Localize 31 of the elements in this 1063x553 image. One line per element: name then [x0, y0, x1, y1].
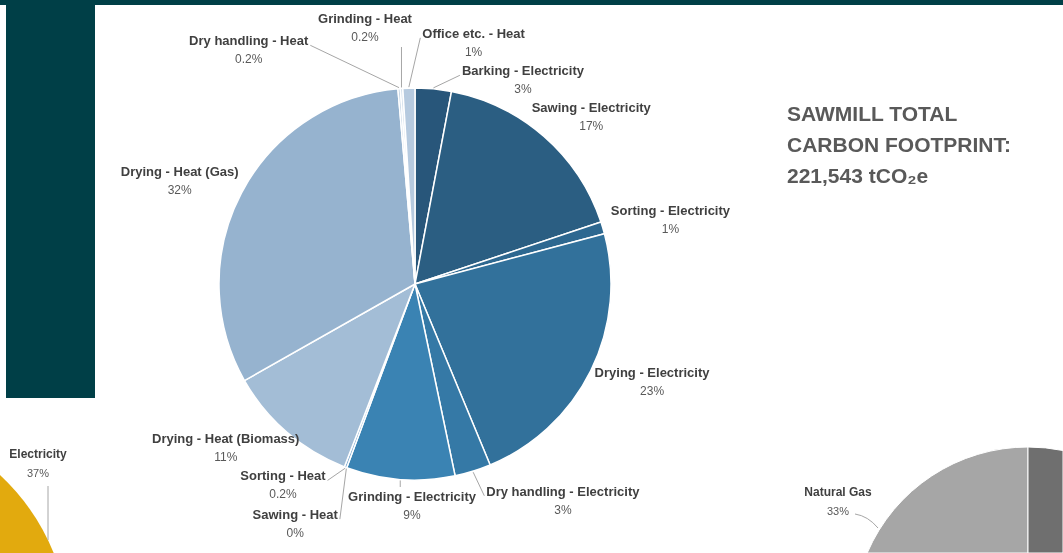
data-label: 17%: [579, 119, 604, 134]
text: 0%: [286, 526, 304, 541]
slice-label: Drying - Electricity: [594, 365, 711, 381]
data-label: 0.2%: [269, 487, 297, 502]
data-label: 1%: [464, 44, 483, 59]
data-label: 11%: [214, 449, 238, 464]
text: Electricity: [9, 447, 67, 461]
data-label: 1%: [661, 222, 680, 237]
slice-label: Sorting - Heat: [240, 468, 327, 484]
slice-label: Dry handling - Electricity: [486, 483, 641, 499]
slice-label: Drying - Heat (Gas): [120, 163, 239, 179]
data-label: 0.2%: [351, 30, 379, 44]
slice-label: Office etc. - Heat: [422, 25, 526, 41]
data-label: 23%: [640, 384, 665, 399]
data-label: 3%: [514, 82, 532, 97]
slice-label: Sawing - Electricity: [531, 100, 652, 116]
text: 37%: [26, 467, 50, 479]
slice-label: Barking - Electricity: [461, 63, 585, 79]
slice-label: Grinding - Heat: [318, 11, 413, 26]
data-label: 32%: [167, 182, 192, 197]
text: SAWMILL TOTAL CARBON FOOTPRINT: 221,543 tCO₂e: [787, 102, 1011, 187]
text: Natural Gas: [804, 485, 873, 499]
text: 33%: [826, 505, 850, 517]
category-label: Sawing - Heat: [252, 507, 338, 523]
slice-label: Drying - Heat (Biomass): [152, 430, 300, 446]
slice-label: Grinding - Electricity: [348, 488, 477, 504]
slice-label: Dry handling - Heat: [189, 33, 309, 49]
slice-label: Sorting - Electricity: [610, 203, 731, 219]
data-label: 0.2%: [235, 52, 263, 67]
data-label: 3%: [554, 502, 572, 517]
data-label: 9%: [403, 507, 422, 522]
